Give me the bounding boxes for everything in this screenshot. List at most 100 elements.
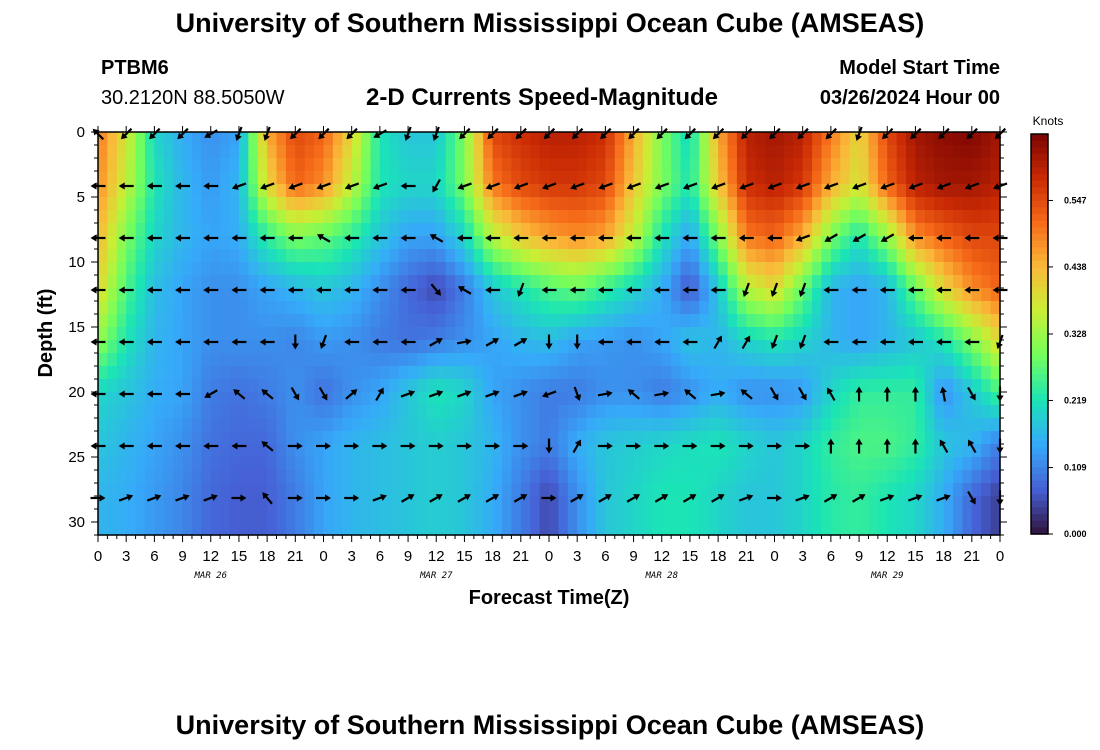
heatmap-cell — [812, 327, 823, 341]
heatmap-cell — [436, 522, 447, 536]
heatmap-cell — [285, 483, 296, 497]
heatmap-cell — [906, 236, 917, 250]
heatmap-cell — [436, 158, 447, 172]
current-vector — [118, 338, 134, 346]
heatmap-cell — [182, 223, 193, 237]
heatmap-cell — [173, 522, 184, 536]
heatmap-cell — [379, 509, 390, 523]
heatmap-cell — [361, 158, 372, 172]
heatmap-cell — [502, 275, 513, 289]
heatmap-cell — [511, 197, 522, 211]
heatmap-cell — [727, 522, 738, 536]
heatmap-cell — [295, 496, 306, 510]
heatmap-cell — [962, 418, 973, 432]
heatmap-cell — [549, 197, 559, 211]
heatmap-cell — [783, 457, 794, 471]
heatmap-cell — [520, 210, 531, 224]
heatmap-cell — [859, 405, 870, 419]
heatmap-cell — [614, 470, 625, 484]
heatmap-cell — [389, 392, 400, 406]
heatmap-cell — [257, 340, 268, 354]
heatmap-cell — [257, 522, 268, 536]
heatmap-cell — [257, 392, 268, 406]
heatmap-cell — [182, 314, 193, 328]
heatmap-cell — [464, 132, 475, 146]
heatmap-cell — [971, 132, 982, 146]
heatmap-cell — [793, 522, 804, 536]
current-vector — [880, 233, 895, 242]
heatmap-cell — [614, 197, 625, 211]
current-vector — [907, 234, 923, 242]
heatmap-cell — [351, 158, 362, 172]
heatmap-cell — [323, 301, 334, 315]
heatmap-cell — [793, 197, 804, 211]
heatmap-cell — [953, 132, 964, 146]
heatmap-cell — [98, 249, 108, 263]
heatmap-cell — [389, 405, 400, 419]
current-vector — [710, 442, 726, 450]
heatmap-cell — [577, 431, 588, 445]
heatmap-cell — [746, 275, 757, 289]
heatmap-cell — [783, 327, 794, 341]
current-vector — [936, 338, 952, 346]
current-vector — [939, 439, 949, 454]
heatmap-cell — [502, 197, 513, 211]
heatmap-cell — [210, 340, 221, 354]
heatmap-cell — [464, 444, 475, 458]
heatmap-cell — [943, 210, 954, 224]
heatmap-cell — [455, 457, 466, 471]
heatmap-cell — [981, 418, 992, 432]
heatmap-cell — [868, 457, 879, 471]
heatmap-cell — [877, 379, 888, 393]
heatmap-cell — [285, 275, 296, 289]
heatmap-cell — [483, 470, 494, 484]
heatmap-cell — [304, 262, 315, 276]
heatmap-cell — [595, 483, 606, 497]
heatmap-cell — [549, 301, 559, 315]
heatmap-cell — [361, 353, 372, 367]
heatmap-cell — [887, 496, 898, 510]
heatmap-cell — [107, 431, 118, 445]
heatmap-cell — [802, 509, 813, 523]
current-vector — [429, 494, 443, 503]
heatmap-cell — [783, 301, 794, 315]
heatmap-cell — [511, 145, 522, 159]
heatmap-cell — [953, 366, 964, 380]
heatmap-cell — [774, 249, 785, 263]
heatmap-cell — [323, 340, 334, 354]
heatmap-cell — [671, 353, 682, 367]
current-vector — [626, 286, 642, 294]
heatmap-cell — [990, 288, 1001, 302]
heatmap-cell — [605, 509, 616, 523]
heatmap-cell — [267, 262, 278, 276]
heatmap-cell — [934, 171, 945, 185]
heatmap-cell — [821, 184, 832, 198]
heatmap-cell — [877, 509, 888, 523]
heatmap-cell — [229, 509, 240, 523]
heatmap-cell — [389, 509, 400, 523]
heatmap-cell — [511, 288, 522, 302]
heatmap-cell — [332, 340, 343, 354]
heatmap-cell — [107, 392, 118, 406]
heatmap-cell — [267, 210, 278, 224]
heatmap-cell — [802, 249, 813, 263]
heatmap-cell — [379, 483, 390, 497]
heatmap-cell — [191, 210, 202, 224]
heatmap-cell — [323, 184, 334, 198]
heatmap-cell — [530, 288, 541, 302]
heatmap-cell — [295, 483, 306, 497]
heatmap-cell — [417, 418, 428, 432]
heatmap-cell — [182, 379, 193, 393]
heatmap-cell — [642, 327, 653, 341]
heatmap-cell — [351, 431, 362, 445]
current-vector — [654, 182, 670, 190]
heatmap-cell — [502, 405, 513, 419]
current-vector — [400, 286, 416, 294]
heatmap-cell — [436, 353, 447, 367]
heatmap-cell — [154, 288, 165, 302]
heatmap-cell — [812, 444, 823, 458]
heatmap-cell — [483, 236, 494, 250]
heatmap-cell — [736, 444, 747, 458]
heatmap-cell — [765, 301, 776, 315]
heatmap-cell — [595, 145, 606, 159]
